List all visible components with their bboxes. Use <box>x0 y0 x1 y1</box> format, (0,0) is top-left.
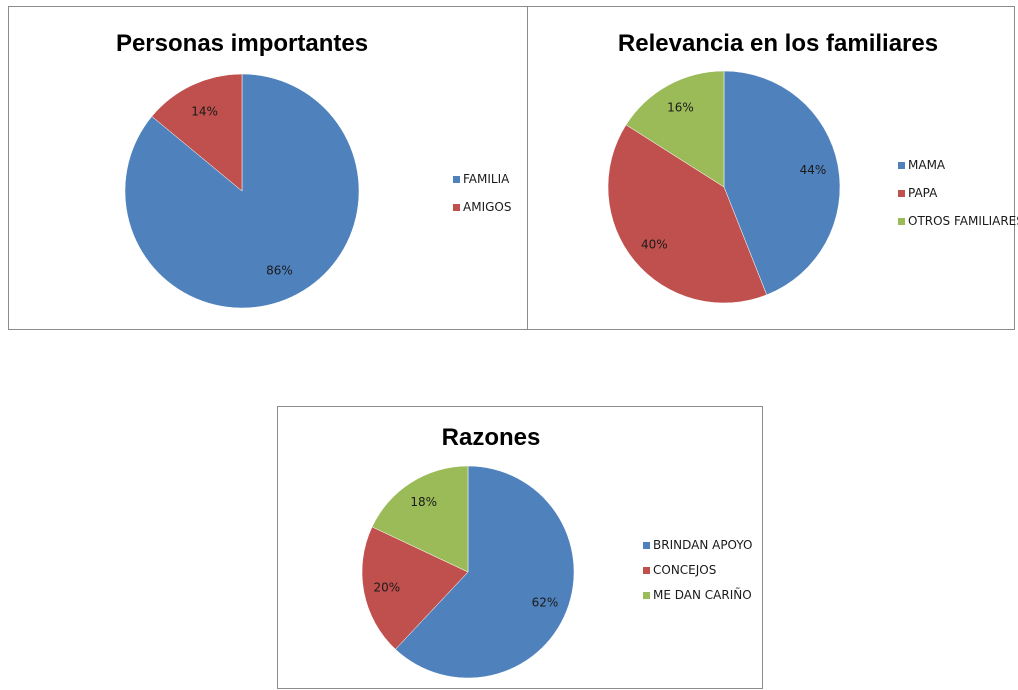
pie-slice-mama <box>723 70 841 296</box>
legend-swatch-otros-familiares <box>898 218 905 225</box>
legend: FAMILIA AMIGOS <box>453 172 511 214</box>
chart-panel-razones: Razones 62% 20% 18% BRINDAN APOYO CONCEJOS ME … <box>277 406 763 689</box>
legend-label-me-dan-carino: ME DAN CARIÑO <box>653 587 752 602</box>
pie-chart-relevancia-familiares: Relevancia en los familiares 44% 40% 16% MAM… <box>607 30 1018 304</box>
legend-swatch-papa <box>898 190 905 197</box>
pie-slice-papa <box>607 124 768 304</box>
legend-swatch-familia <box>453 176 460 183</box>
data-label-concejos: 20% <box>373 581 400 595</box>
legend-swatch-mama <box>898 162 905 169</box>
legend-label-brindan-apoyo: BRINDAN APOYO <box>653 538 752 552</box>
pie-slice-brindan-apoyo <box>395 465 575 679</box>
pie-slice-concejos <box>361 526 469 650</box>
data-label-papa: 40% <box>641 238 668 252</box>
legend-label-mama: MAMA <box>908 158 946 172</box>
legend-label-amigos: AMIGOS <box>463 200 511 214</box>
legend-label-papa: PAPA <box>908 186 938 200</box>
pie-slice-me-dan-carino <box>371 465 469 573</box>
data-label-mama: 44% <box>800 163 827 177</box>
chart-title: Relevancia en los familiares <box>618 30 938 57</box>
legend-label-concejos: CONCEJOS <box>653 563 716 577</box>
legend-swatch-me-dan-carino <box>643 592 650 599</box>
chart-panel-personas-importantes: Personas importantes 86% 14% FAMILIA AMIGOS <box>8 6 528 330</box>
pie-chart-razones: Razones 62% 20% 18% BRINDAN APOYO CONCEJOS ME … <box>361 424 752 679</box>
chart-panel-relevancia-familiares: Relevancia en los familiares 44% 40% 16% MAM… <box>527 6 1018 330</box>
legend-swatch-brindan-apoyo <box>643 542 650 549</box>
pie-slice-amigos <box>151 73 243 192</box>
legend-swatch-amigos <box>453 204 460 211</box>
chart-title: Razones <box>442 424 541 451</box>
legend-label-familia: FAMILIA <box>463 172 510 186</box>
chart-title: Personas importantes <box>116 30 368 57</box>
pie-chart-personas-importantes: Personas importantes 86% 14% FAMILIA AMIGOS <box>116 30 511 309</box>
pie-slice-otros-familiares <box>625 70 725 188</box>
legend: MAMA PAPA OTROS FAMILIARES <box>898 158 1018 228</box>
data-label-amigos: 14% <box>191 105 218 119</box>
data-label-otros-familiares: 16% <box>667 101 694 115</box>
data-label-familia: 86% <box>266 263 293 277</box>
data-label-brindan-apoyo: 62% <box>532 595 559 609</box>
data-label-me-dan-carino: 18% <box>410 495 437 509</box>
legend-label-otros-familiares: OTROS FAMILIARES <box>908 214 1018 228</box>
legend: BRINDAN APOYO CONCEJOS ME DAN CARIÑO <box>643 538 752 602</box>
legend-swatch-concejos <box>643 567 650 574</box>
